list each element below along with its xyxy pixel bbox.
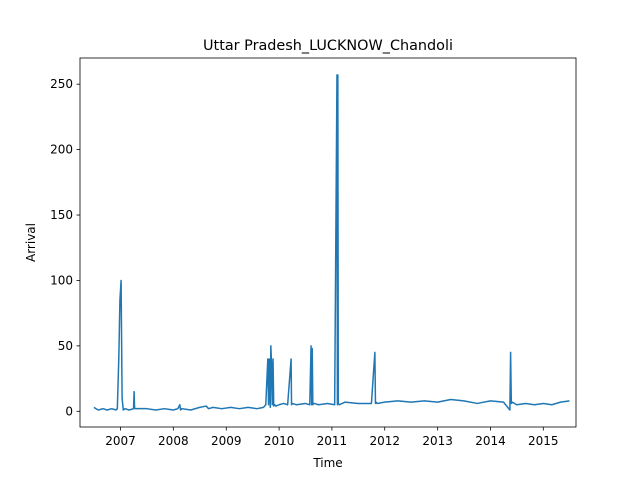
x-tick-label: 2008 (158, 434, 189, 448)
x-axis-ticks: 2007 2008 2009 2010 2011 2012 2013 2014 2015 (105, 427, 559, 448)
axes-frame (79, 57, 577, 428)
plot-area (80, 58, 576, 427)
y-tick-label: 50 (58, 339, 73, 353)
x-tick-label: 2011 (317, 434, 348, 448)
x-tick-label: 2015 (528, 434, 559, 448)
y-tick-label: 0 (65, 404, 73, 418)
y-axis-title: Arrival (24, 223, 38, 262)
x-tick-label: 2007 (105, 434, 136, 448)
x-tick-label: 2012 (369, 434, 400, 448)
y-tick-label: 250 (50, 77, 73, 91)
x-tick-label: 2010 (264, 434, 295, 448)
y-tick-label: 200 (50, 143, 73, 157)
x-tick-label: 2013 (422, 434, 453, 448)
chart-title: Uttar Pradesh_LUCKNOW_Chandoli (203, 38, 453, 54)
x-axis-title: Time (312, 456, 342, 470)
series-layer (93, 74, 570, 411)
y-axis-ticks: 0 50 100 150 200 250 (50, 77, 80, 418)
y-tick-label: 100 (50, 273, 73, 287)
x-tick-label: 2014 (475, 434, 506, 448)
series-line-0 (93, 74, 570, 411)
y-tick-label: 150 (50, 208, 73, 222)
x-tick-label: 2009 (211, 434, 242, 448)
